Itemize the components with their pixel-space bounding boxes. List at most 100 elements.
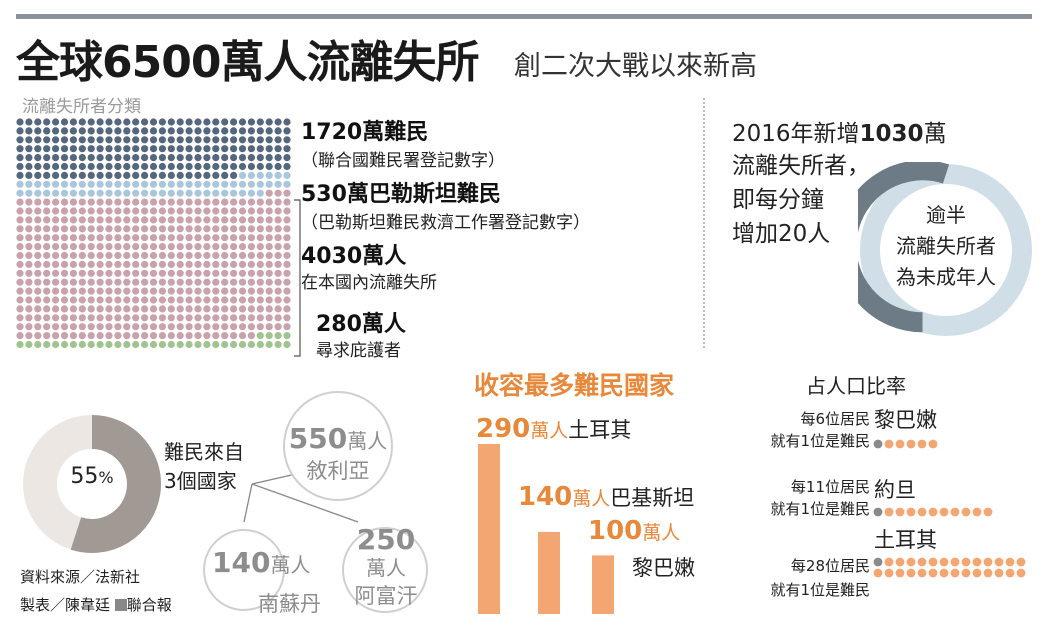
resident-dot [884,507,894,517]
waffle-dot [114,180,122,188]
waffle-dot [238,189,247,197]
waffle-dot [274,127,282,135]
waffle-group-palestine-note: （巴勒斯坦難民救濟工作署登記數字） [301,213,590,233]
waffle-dot [221,145,229,153]
waffle-dot [283,198,291,206]
waffle-dot [265,145,273,153]
resident-dot [972,557,982,567]
waffle-dot [194,243,202,251]
waffle-dot [60,287,69,295]
resident-dot [906,507,916,517]
waffle-dot [132,340,140,349]
waffle-dot [78,207,86,215]
waffle-dot [114,278,122,286]
waffle-dot [123,278,131,286]
waffle-dot [60,251,69,260]
waffle-dot [141,154,149,162]
waffle-dot [132,287,140,295]
waffle-dot [132,314,140,322]
waffle-dot [149,323,158,331]
waffle-dot [203,340,211,349]
waffle-dot [176,260,184,268]
waffle-dot [203,207,211,215]
section-divider [703,98,705,348]
waffle-dot [52,118,60,126]
waffle-dot [203,260,211,268]
waffle-dot [238,287,247,295]
waffle-dot [274,260,282,268]
waffle-dot [34,118,42,126]
waffle-dot [238,136,247,144]
waffle-dot [230,243,238,251]
waffle-dot [114,162,122,171]
waffle-dot [194,171,202,179]
waffle-dot [34,127,42,135]
resident-dot [895,507,905,517]
waffle-dot [158,171,166,179]
waffle-dot [238,305,247,313]
waffle-dot [256,305,264,313]
hosts-heading: 收容最多難民國家 [474,371,675,400]
waffle-dot [203,323,211,331]
bar-label-pakistan: 140萬人巴基斯坦 [518,482,695,512]
waffle-dot [167,145,175,153]
resident-dot [917,557,927,567]
waffle-dot [221,225,229,233]
waffle-dot [60,332,69,340]
waffle-dot [265,154,273,162]
waffle-dot [69,198,77,206]
waffle-dot [265,314,273,322]
waffle-dot [43,234,51,242]
waffle-dot [132,332,140,340]
waffle-dot [60,314,69,322]
country-south-sudan-name: 南蘇丹 [258,592,321,616]
waffle-dot [274,278,282,286]
waffle-dot [194,198,202,206]
waffle-dot [123,332,131,340]
waffle-dot [114,145,122,153]
waffle-dot [274,154,282,162]
waffle-dot [114,314,122,322]
country-syria: 550萬人 敘利亞 [288,422,388,483]
waffle-dot [194,162,202,171]
hosts-bar-chart [478,444,614,614]
waffle-dot [132,118,140,126]
waffle-dot [167,171,175,179]
waffle-dot [185,216,193,224]
waffle-dot [43,243,51,251]
waffle-dot [176,305,184,313]
waffle-dot [34,145,42,153]
waffle-dot [96,225,104,233]
waffle-dot [176,136,184,144]
waffle-dot [114,171,122,179]
waffle-dot [78,154,86,162]
waffle-dot [34,216,42,224]
waffle-dot [167,243,175,251]
bar-label-turkey: 290萬人土耳其 [476,414,632,444]
waffle-dot [25,269,33,277]
waffle-dot [141,251,149,260]
waffle-dot [60,216,69,224]
waffle-dot [238,154,247,162]
waffle-dot [230,323,238,331]
waffle-dot [96,118,104,126]
waffle-dot [283,154,291,162]
waffle-dot [185,189,193,197]
waffle-dot [114,340,122,349]
waffle-dot [141,296,149,304]
waffle-dot [105,260,113,268]
waffle-dot [256,278,264,286]
waffle-dot [105,162,113,171]
waffle-dot [149,332,158,340]
waffle-dot [78,314,86,322]
waffle-dot [25,171,33,179]
waffle-dot [60,269,69,277]
waffle-dot [283,323,291,331]
waffle-dot [105,154,113,162]
waffle-dot [185,136,193,144]
waffle-dot [78,340,86,349]
waffle-dot [185,296,193,304]
waffle-dot [265,189,273,197]
waffle-dot [25,260,33,268]
waffle-dot [141,287,149,295]
